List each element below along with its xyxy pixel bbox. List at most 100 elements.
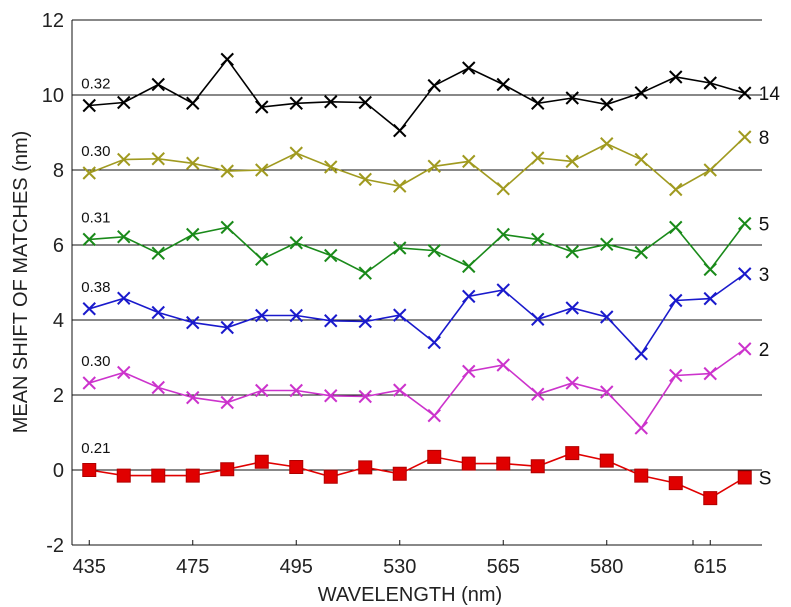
series-14-point	[151, 77, 165, 92]
series-8-point	[151, 152, 165, 166]
series-2-point	[462, 364, 476, 379]
series-5-point	[358, 266, 372, 280]
series-14-point	[462, 61, 476, 75]
series-14-label: 14	[759, 84, 781, 105]
y-tick-label: 2	[53, 385, 64, 407]
series-5-point	[324, 248, 338, 263]
series-3-point	[82, 302, 96, 316]
series-2-point	[565, 376, 579, 390]
series-5-annotation: 0.31	[81, 209, 110, 226]
series-5-point	[186, 227, 200, 242]
series-14-point	[220, 52, 234, 67]
series-5-point	[703, 262, 717, 277]
series-2-point	[427, 408, 441, 423]
y-tick-label: 12	[42, 10, 64, 32]
series-2-point	[600, 385, 614, 399]
series-8-point	[738, 130, 752, 144]
series-s-point	[323, 469, 338, 484]
series-3-point	[289, 308, 303, 323]
series-14-point	[703, 76, 717, 90]
series-3-point	[531, 312, 545, 326]
series-2-point	[324, 389, 338, 403]
series-8-point	[669, 182, 683, 197]
y-tick-label: 0	[53, 460, 64, 482]
series-2-point	[531, 387, 545, 401]
labels: 0.21 S 0.30 2 0.38 3 0.31 5 0.30 8 0.32 14	[81, 76, 780, 490]
series-2-point	[669, 368, 683, 383]
series-3-point	[427, 335, 441, 350]
series-3-point	[117, 291, 131, 305]
y-tick-label: 4	[53, 310, 64, 332]
series-14-point	[289, 96, 303, 110]
series-14-point	[117, 95, 131, 110]
series-5-point	[255, 252, 269, 266]
y-tick-label: 6	[53, 235, 64, 257]
axes: -2 0 2 4 6 8 10 12 435 475 495 530 565 580 615	[42, 10, 762, 578]
series-8-point	[634, 152, 648, 167]
series-8-point	[393, 179, 407, 193]
series-s-point	[668, 476, 683, 491]
series-2-point	[738, 342, 752, 356]
series-2-annotation: 0.30	[81, 353, 110, 370]
series-5-point	[462, 259, 476, 274]
series-8-point	[186, 156, 200, 170]
series-s-point	[358, 460, 373, 475]
series-5-point	[289, 236, 303, 250]
series-3-annotation: 0.38	[81, 279, 110, 296]
series-s-point	[737, 470, 752, 485]
series-s-point	[461, 456, 476, 471]
series-3-point	[358, 314, 372, 329]
series-3-line	[89, 273, 746, 356]
gridlines	[72, 94, 762, 471]
series-14-point	[186, 96, 200, 110]
series-s-point	[116, 468, 131, 483]
series-14-point	[427, 78, 441, 93]
series-8-line	[89, 136, 746, 191]
series-3-point	[151, 305, 165, 320]
x-tick-label: 530	[383, 556, 416, 578]
series-s-point	[496, 456, 511, 471]
series-8-point	[462, 154, 476, 169]
series-s-point	[427, 449, 442, 464]
series-2-point	[151, 380, 165, 395]
series-14-point	[565, 91, 579, 105]
series-2-point	[255, 383, 269, 398]
series-14-point	[738, 86, 752, 100]
series-14-point	[255, 100, 269, 114]
series-5-point	[738, 216, 752, 231]
series-5-point	[669, 220, 683, 235]
series-s-annotation: 0.21	[81, 440, 110, 457]
y-tick-label: 10	[42, 85, 64, 107]
series-5-point	[531, 232, 545, 247]
x-tick-label: 615	[694, 556, 727, 578]
series-14-point	[393, 123, 407, 138]
series-s-point	[392, 466, 407, 481]
series-s-point	[82, 463, 97, 477]
series-2-point	[634, 421, 648, 435]
series-3-point	[634, 347, 648, 361]
series-s-label: S	[759, 469, 772, 490]
series-2-point	[358, 389, 372, 404]
series-8-point	[117, 152, 131, 167]
series-2-point	[496, 358, 510, 372]
series-2-label: 2	[759, 340, 770, 361]
series-2-line	[89, 348, 746, 430]
series-8-point	[703, 163, 717, 177]
series-5-point	[427, 243, 441, 258]
series-14-point	[600, 97, 614, 112]
y-tick-label: 8	[53, 160, 64, 182]
series-3-point	[565, 301, 579, 315]
series-3-point	[186, 315, 200, 330]
series-3-point	[393, 308, 407, 322]
series-s-point	[703, 491, 718, 506]
series-14-point	[531, 96, 545, 110]
series-3-point	[462, 289, 476, 304]
series-2-point	[289, 383, 303, 398]
series-2-point	[117, 365, 131, 380]
series-3-point	[496, 283, 510, 297]
series-5-point	[634, 245, 648, 260]
series-8-point	[427, 159, 441, 173]
series-8-point	[600, 137, 614, 151]
series-2-point	[703, 366, 717, 381]
